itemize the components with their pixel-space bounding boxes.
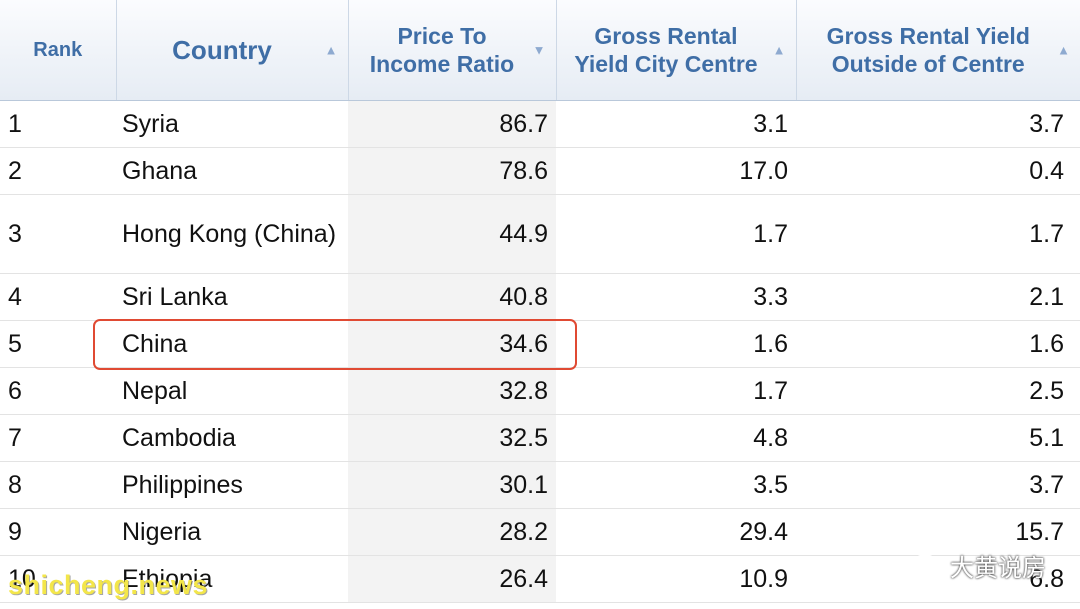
cell-yield-city: 4.8 — [556, 414, 796, 462]
cell-rank: 7 — [0, 414, 116, 462]
cell-yield-outside: 3.7 — [796, 100, 1080, 148]
cell-yield-city: 29.4 — [556, 508, 796, 556]
cell-price-to-income: 30.1 — [348, 461, 556, 509]
column-header-label: Country — [172, 35, 272, 65]
cell-yield-outside: 15.7 — [796, 508, 1080, 556]
cell-yield-outside: 2.1 — [796, 273, 1080, 321]
column-header-label: Price To Income Ratio — [369, 23, 515, 77]
table-row: 9 Nigeria 28.2 29.4 15.7 — [0, 508, 1080, 556]
cell-country: Ghana — [116, 147, 348, 195]
cell-yield-outside: 6.8 — [796, 555, 1080, 603]
cell-yield-city: 17.0 — [556, 147, 796, 195]
cell-yield-city: 1.6 — [556, 320, 796, 368]
table-row: 10 Ethiopia 26.4 10.9 6.8 — [0, 555, 1080, 603]
cell-price-to-income: 32.8 — [348, 367, 556, 415]
cell-price-to-income: 28.2 — [348, 508, 556, 556]
cell-price-to-income: 34.6 — [348, 320, 556, 368]
table-row: 3 Hong Kong (China) 44.9 1.7 1.7 — [0, 194, 1080, 274]
cell-price-to-income: 32.5 — [348, 414, 556, 462]
cell-price-to-income: 78.6 — [348, 147, 556, 195]
sort-ascending-icon[interactable]: ▲ — [324, 42, 338, 58]
cell-country: Nepal — [116, 367, 348, 415]
column-header-country[interactable]: Country ▲ — [116, 0, 349, 101]
cell-rank: 9 — [0, 508, 116, 556]
cell-rank: 10 — [0, 555, 116, 603]
column-header-yield-city[interactable]: Gross Rental Yield City Centre ▲ — [556, 0, 797, 101]
table-row: 7 Cambodia 32.5 4.8 5.1 — [0, 414, 1080, 462]
cell-yield-city: 1.7 — [556, 367, 796, 415]
table-header: Rank Country ▲ Price To Income Ratio ▼ G… — [0, 0, 1080, 101]
site-watermark: shicheng.news — [8, 570, 209, 600]
table-row: 1 Syria 86.7 3.1 3.7 — [0, 100, 1080, 148]
table-row: 4 Sri Lanka 40.8 3.3 2.1 — [0, 273, 1080, 321]
cell-yield-outside: 2.5 — [796, 367, 1080, 415]
cell-rank: 8 — [0, 461, 116, 509]
cell-country: Hong Kong (China) — [116, 194, 348, 274]
cell-yield-city: 3.1 — [556, 100, 796, 148]
cell-price-to-income: 44.9 — [348, 194, 556, 274]
cell-country: Philippines — [116, 461, 348, 509]
cell-yield-city: 1.7 — [556, 194, 796, 274]
sort-ascending-icon[interactable]: ▲ — [772, 42, 786, 58]
cell-rank: 1 — [0, 100, 116, 148]
cell-price-to-income: 40.8 — [348, 273, 556, 321]
cell-price-to-income: 26.4 — [348, 555, 556, 603]
column-header-label: Gross Rental Yield Outside of Centre — [826, 23, 1030, 77]
column-header-rank[interactable]: Rank — [0, 0, 117, 101]
wechat-watermark-text: 大黄说房 — [950, 555, 1046, 582]
cell-yield-city: 10.9 — [556, 555, 796, 603]
cell-country: Ethiopia — [116, 555, 348, 603]
table-row: 2 Ghana 78.6 17.0 0.4 — [0, 147, 1080, 195]
sort-ascending-icon[interactable]: ▲ — [1057, 42, 1070, 58]
cell-yield-outside: 3.7 — [796, 461, 1080, 509]
table-row: 6 Nepal 32.8 1.7 2.5 — [0, 367, 1080, 415]
cell-country: Cambodia — [116, 414, 348, 462]
sort-descending-icon[interactable]: ▼ — [532, 42, 546, 58]
cell-rank: 2 — [0, 147, 116, 195]
column-header-yield-outside[interactable]: Gross Rental Yield Outside of Centre ▲ — [796, 0, 1080, 101]
header-row: Rank Country ▲ Price To Income Ratio ▼ G… — [0, 0, 1080, 101]
wechat-icon — [913, 553, 944, 577]
cell-rank: 5 — [0, 320, 116, 368]
cell-country: Nigeria — [116, 508, 348, 556]
cell-country: Sri Lanka — [116, 273, 348, 321]
table-row: 8 Philippines 30.1 3.5 3.7 — [0, 461, 1080, 509]
cell-rank: 4 — [0, 273, 116, 321]
table-body: 1 Syria 86.7 3.1 3.7 2 Ghana 78.6 17.0 0… — [0, 100, 1080, 603]
cell-price-to-income: 86.7 — [348, 100, 556, 148]
cell-yield-outside: 0.4 — [796, 147, 1080, 195]
table-row-highlighted: 5 China 34.6 1.6 1.6 — [0, 320, 1080, 368]
cell-yield-city: 3.5 — [556, 461, 796, 509]
cell-yield-outside: 1.7 — [796, 194, 1080, 274]
cell-country: China — [116, 320, 348, 368]
wechat-watermark: 大黄说房 — [912, 548, 1046, 583]
cell-rank: 3 — [0, 194, 116, 274]
column-header-price-to-income[interactable]: Price To Income Ratio ▼ — [348, 0, 557, 101]
cell-country: Syria — [116, 100, 348, 148]
column-header-label: Gross Rental Yield City Centre — [574, 23, 758, 77]
cell-yield-outside: 5.1 — [796, 414, 1080, 462]
column-header-label: Rank — [33, 39, 83, 61]
cell-yield-outside: 1.6 — [796, 320, 1080, 368]
cell-rank: 6 — [0, 367, 116, 415]
cell-yield-city: 3.3 — [556, 273, 796, 321]
